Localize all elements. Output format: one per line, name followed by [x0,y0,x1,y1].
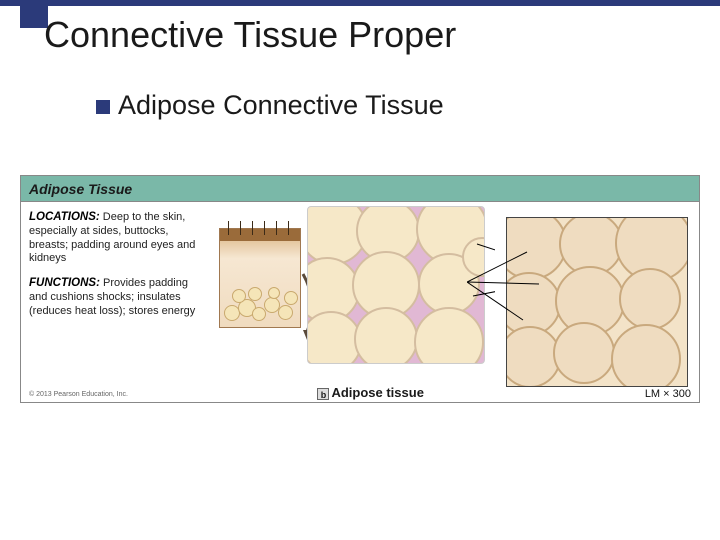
hair [276,221,277,235]
slide-title: Connective Tissue Proper [44,14,456,56]
bullet-marker [96,100,110,114]
figure-center-panel: bAdipose tissue Adipocytes [215,202,494,402]
figure-panel: Adipose Tissue LOCATIONS: Deep to the sk… [20,175,700,403]
skin-fat-cell [284,291,298,305]
hair [264,221,265,235]
figure-right-panel: LM × 300 [495,202,699,402]
caption-letter-box: b [317,388,329,400]
figure-header: Adipose Tissue [21,176,699,202]
magnification-label: LM × 300 [645,388,691,400]
bullet-text: Adipose Connective Tissue [118,90,444,121]
locations-label: LOCATIONS: [29,211,100,223]
copyright-text: © 2013 Pearson Education, Inc. [29,391,128,398]
skin-cross-section [219,228,301,328]
figure-text-panel: LOCATIONS: Deep to the skin, especially … [21,202,215,402]
skin-fat-cell [278,305,293,320]
skin-fat-cell [268,287,280,299]
hair [252,221,253,235]
hair [228,221,229,235]
caption-text: Adipose tissue [331,385,423,400]
micrograph-cell [619,268,681,330]
skin-fat-cell [248,287,262,301]
functions-label: FUNCTIONS: [29,277,100,289]
micrograph-cell [611,324,681,387]
annotation-lines-right-icon [467,224,587,344]
hair [240,221,241,235]
adipose-cell [354,307,418,364]
hair [288,221,289,235]
top-accent-bar [0,0,720,6]
illustration-caption: bAdipose tissue [317,385,423,400]
